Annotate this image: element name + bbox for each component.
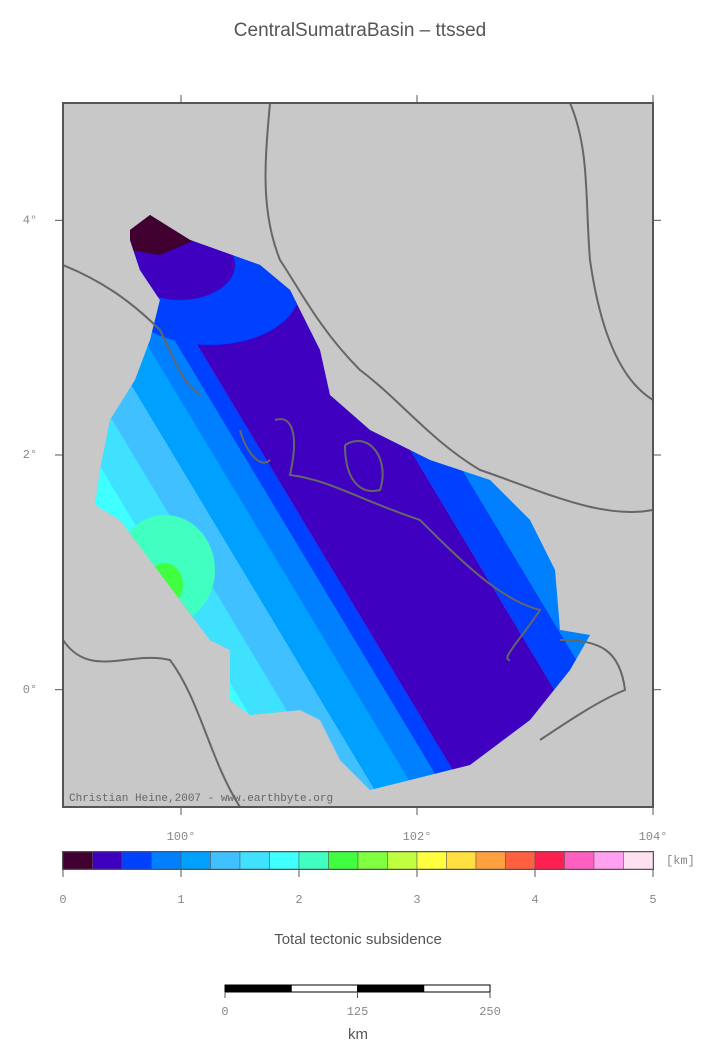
scalebar-segment [290, 984, 358, 993]
scalebar-segment [423, 984, 491, 993]
colorbar-tick-label: 4 [531, 893, 538, 907]
scalebar-unit: km [348, 1026, 368, 1043]
scalebar-tick-label: 125 [347, 1005, 369, 1019]
colorbar-swatch [62, 851, 93, 870]
colorbar-swatch [357, 851, 388, 870]
colorbar-swatch [564, 851, 595, 870]
x-tick-label: 100° [167, 830, 196, 844]
credit: Christian Heine,2007 - www.earthbyte.org [69, 793, 333, 805]
colorbar-swatch [328, 851, 359, 870]
scalebar-segment [357, 984, 425, 993]
x-tick-label: 104° [639, 830, 668, 844]
colorbar-swatch [593, 851, 624, 870]
y-tick-label: 2° [23, 448, 37, 462]
colorbar-swatch [121, 851, 152, 870]
colorbar-swatch [298, 851, 329, 870]
colorbar-swatch [446, 851, 477, 870]
title: CentralSumatraBasin – ttssed [234, 20, 486, 41]
colorbar-swatch [92, 851, 123, 870]
coastlines [63, 103, 653, 807]
colorbar-swatch [534, 851, 565, 870]
colorbar-swatch [269, 851, 300, 870]
colorbar-swatch [505, 851, 536, 870]
x-tick-label: 102° [403, 830, 432, 844]
colorbar-swatch [475, 851, 506, 870]
colorbar-tick-label: 3 [413, 893, 420, 907]
colorbar-tick-label: 1 [177, 893, 184, 907]
colorbar-swatch [210, 851, 241, 870]
colorbar-swatch [239, 851, 270, 870]
scalebar-tick-label: 0 [221, 1005, 228, 1019]
y-tick-label: 4° [23, 214, 37, 228]
colorbar-tick-label: 2 [295, 893, 302, 907]
colorbar-swatch [180, 851, 211, 870]
colorbar-swatch [416, 851, 447, 870]
scalebar-segment [224, 984, 292, 993]
scalebar-tick-label: 250 [479, 1005, 501, 1019]
colorbar-label: Total tectonic subsidence [274, 931, 442, 948]
colorbar-swatch [387, 851, 418, 870]
y-tick-label: 0° [23, 683, 37, 697]
colorbar-unit: [km] [666, 854, 695, 868]
colorbar-swatch [151, 851, 182, 870]
colorbar-swatch [623, 851, 654, 870]
colorbar-tick-label: 0 [59, 893, 66, 907]
colorbar-tick-label: 5 [649, 893, 656, 907]
